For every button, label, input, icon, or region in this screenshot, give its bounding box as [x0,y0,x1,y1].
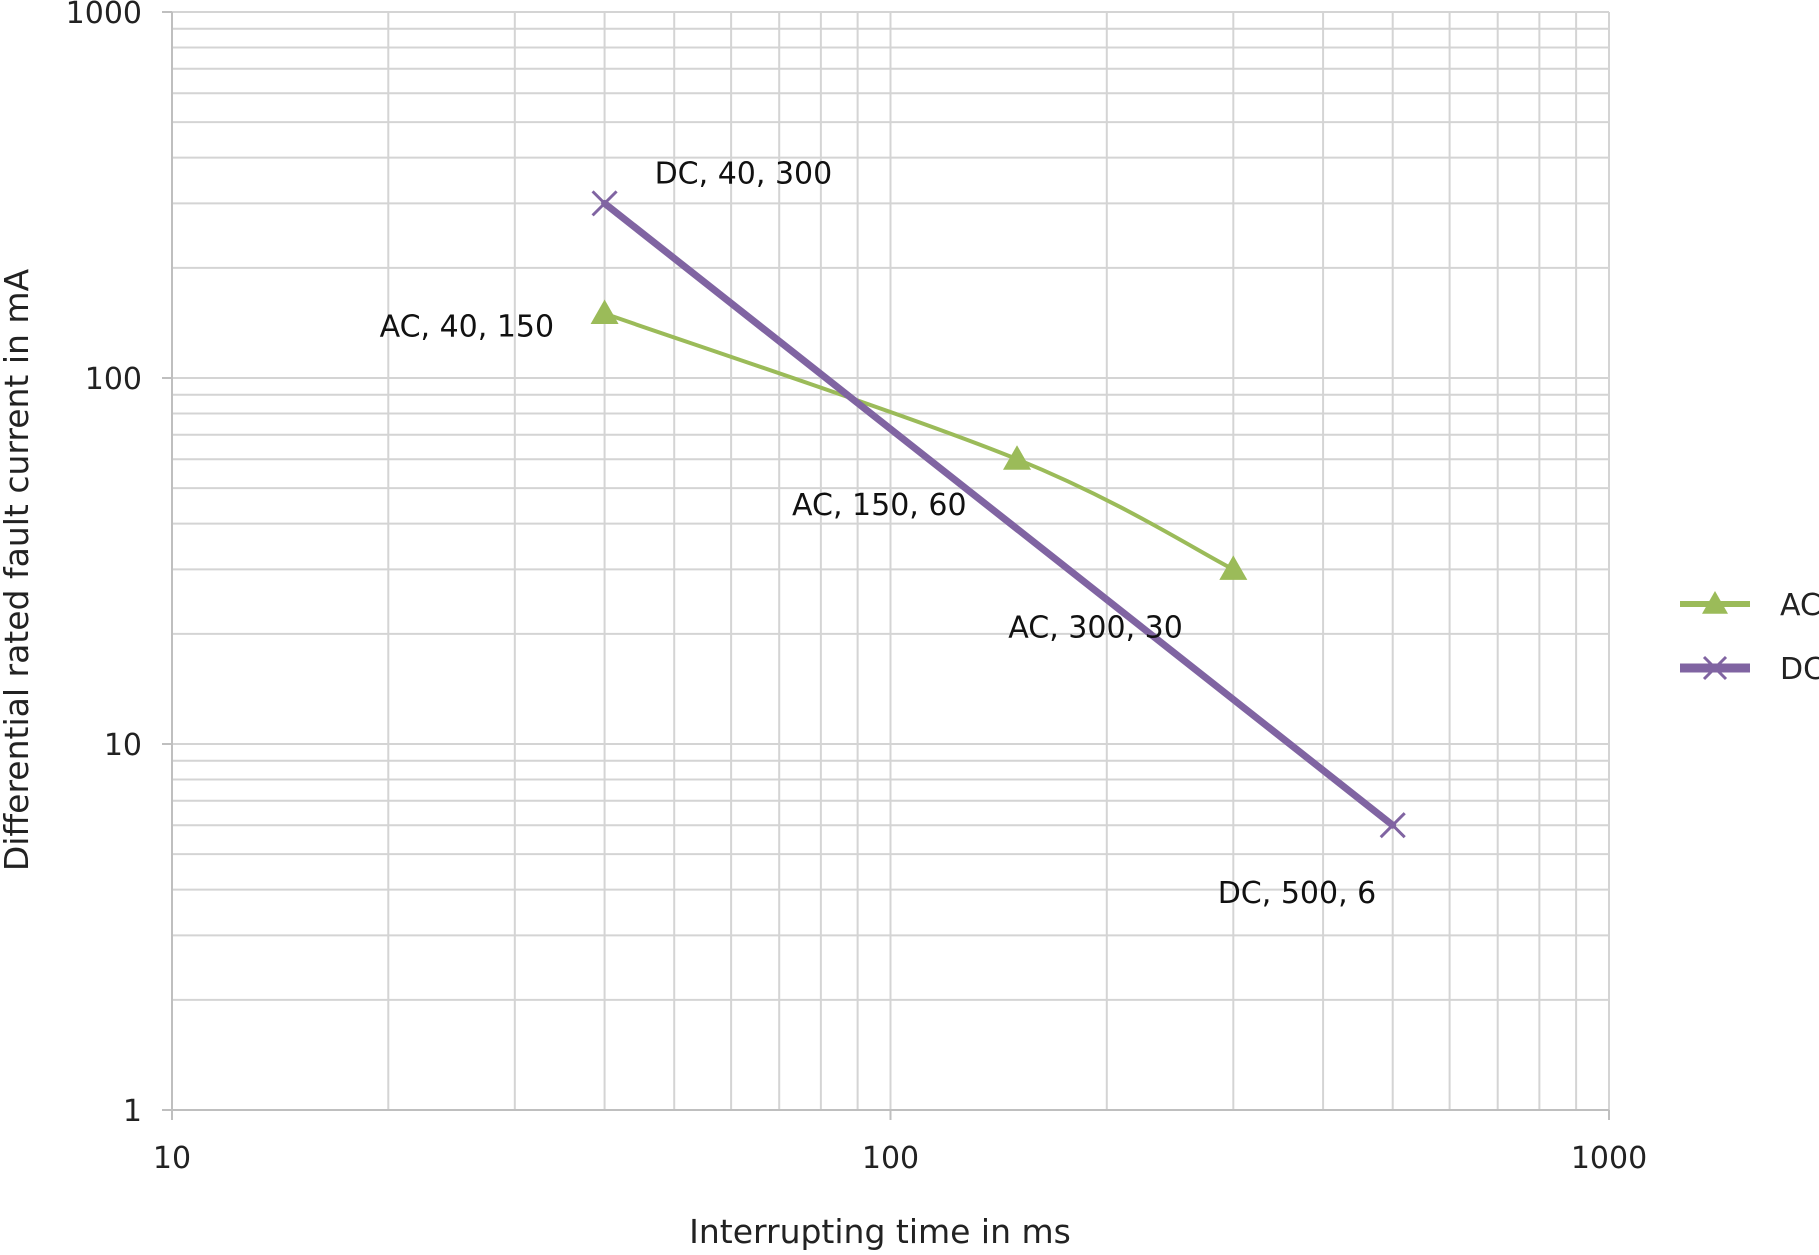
data-labels: AC, 40, 150 AC, 150, 60 AC, 300, 30 DC, 40,… [380,156,1377,911]
legend-marker [1702,655,1728,681]
data-label: AC, 150, 60 [792,488,967,523]
marker-dc [591,190,618,217]
x-tick-label: 100 [862,1141,919,1176]
grid [171,11,1610,1111]
y-axis-title: Differential rated fault current in mA [0,268,36,871]
series-line-ac [602,311,1236,572]
legend-label: AC [1780,588,1819,623]
marker-ac [590,299,619,325]
marker-stroke [591,190,618,217]
x-tick-label: 1000 [1571,1141,1647,1176]
axes: 10 100 1000 1 10 100 1000 [66,0,1648,1176]
data-label: AC, 40, 150 [380,310,555,345]
y-tick-label: 1 [123,1094,142,1129]
marker-dc [1379,812,1406,839]
legend: AC DC [1680,588,1819,687]
data-label: DC, 40, 300 [655,156,833,191]
y-tick-label: 1000 [66,0,142,31]
plot-area [590,190,1406,839]
data-label: AC, 300, 30 [1008,610,1183,645]
data-label: DC, 500, 6 [1218,876,1377,911]
marker-ac [1219,555,1248,580]
y-tick-label: 100 [85,362,142,397]
series-line-dc [601,199,1397,829]
legend-label: DC [1780,652,1819,687]
x-axis-title: Interrupting time in ms [689,1212,1071,1251]
legend-item-ac: AC [1680,588,1819,623]
x-tick-label: 10 [153,1141,191,1176]
marker-ac [1003,445,1032,470]
marker-stroke [1379,812,1406,839]
y-tick-label: 10 [104,728,142,763]
legend-item-dc: DC [1680,652,1819,687]
legend-marker [1702,591,1728,614]
